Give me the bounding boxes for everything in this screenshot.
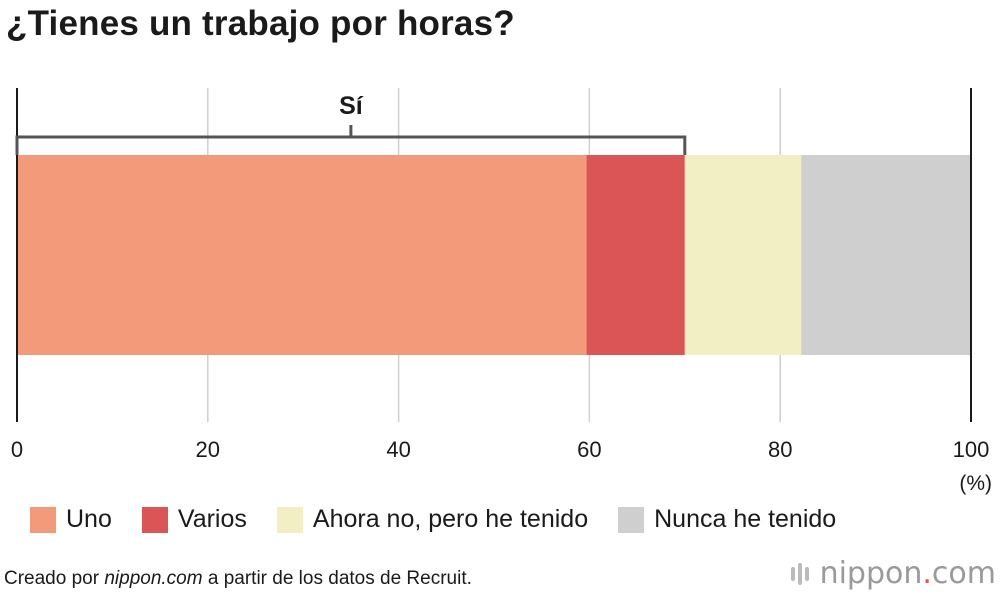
- bar-segment-2: [586, 155, 685, 355]
- legend-item-2: Varios: [141, 505, 247, 534]
- legend-swatch: [276, 506, 303, 533]
- logo-tld: com: [931, 556, 996, 591]
- bracket-label: Sí: [339, 92, 364, 120]
- bar-segment-4: [801, 155, 971, 355]
- bar-segment-3: [684, 155, 802, 355]
- bracket: Sí: [15, 92, 687, 155]
- legend-label: Ahora no, pero he tenido: [312, 505, 589, 533]
- source-prefix: Creado por: [4, 568, 105, 589]
- bar-segments: [17, 155, 971, 355]
- tick-label: 0: [11, 437, 23, 462]
- legend-item-1: Uno: [30, 505, 112, 534]
- logo-bars-icon: [790, 562, 812, 585]
- legend-label: Uno: [66, 505, 112, 533]
- source-site: nippon.com: [104, 568, 203, 589]
- legend-label: Varios: [177, 505, 247, 533]
- tick-label: 80: [768, 437, 792, 462]
- legend-swatch: [618, 506, 645, 533]
- bracket-line: [15, 135, 687, 155]
- legend-item-4: Nunca he tenido: [618, 505, 836, 534]
- tick-label: 20: [196, 437, 220, 462]
- legend-swatch: [141, 506, 168, 533]
- unit-label: (%): [959, 472, 992, 495]
- tick-label: 40: [386, 437, 410, 462]
- legend-label: Nunca he tenido: [654, 505, 837, 533]
- bar-segment-1: [17, 155, 587, 355]
- nippon-logo: nippon. com: [790, 556, 996, 591]
- legend-item-3: Ahora no, pero he tenido: [276, 505, 589, 534]
- legend: Uno Varios Ahora no, pero he tenido Nunca h…: [30, 505, 866, 534]
- source-note: Creado por nippon.com a partir de los da…: [4, 568, 472, 590]
- chart-title: ¿Tienes un trabajo por horas?: [6, 4, 515, 43]
- tick-label: 100: [953, 437, 990, 462]
- logo-dot: .: [922, 556, 932, 591]
- tick-label: 60: [577, 437, 601, 462]
- logo-name: nippon: [819, 556, 923, 591]
- stacked-bar-chart: 0 20 40 60 80 100 (%) Sí: [11, 88, 992, 495]
- axis: 0 20 40 60 80 100 (%): [11, 88, 992, 495]
- legend-swatch: [30, 506, 56, 533]
- source-suffix: a partir de los datos de Recruit.: [202, 568, 472, 589]
